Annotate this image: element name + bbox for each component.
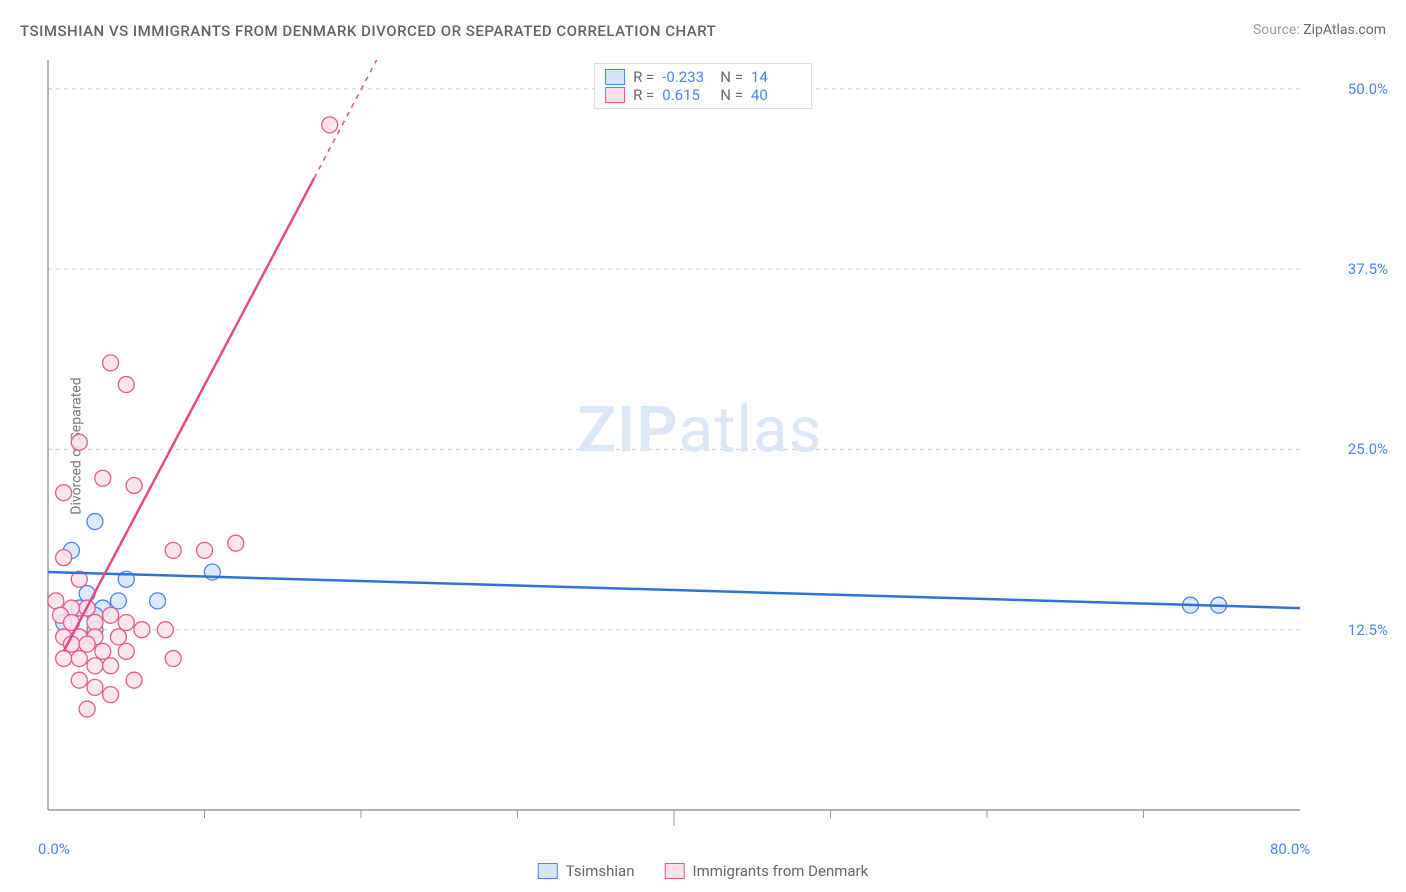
r-value-1: 0.615 <box>662 86 712 104</box>
r-value-0: -0.233 <box>662 68 712 86</box>
correlation-legend: R = -0.233 N = 14 R = 0.615 N = 40 <box>594 63 812 109</box>
legend-row-0: R = -0.233 N = 14 <box>605 68 801 86</box>
swatch-series-1 <box>605 87 625 103</box>
legend-item-0: Tsimshian <box>538 862 635 880</box>
chart-container: TSIMSHIAN VS IMMIGRANTS FROM DENMARK DIV… <box>0 0 1406 892</box>
legend-label-0: Tsimshian <box>566 862 635 880</box>
r-label-1: R = <box>633 86 654 104</box>
n-value-0: 14 <box>751 68 801 86</box>
n-value-1: 40 <box>751 86 801 104</box>
legend-swatch-1 <box>665 863 685 879</box>
legend-row-1: R = 0.615 N = 40 <box>605 86 801 104</box>
r-label-0: R = <box>633 68 654 86</box>
n-label-1: N = <box>720 86 743 104</box>
x-tick-label: 0.0% <box>38 840 70 858</box>
legend-swatch-0 <box>538 863 558 879</box>
legend-label-1: Immigrants from Denmark <box>693 862 869 880</box>
scatter-plot <box>0 0 1406 892</box>
series-legend: Tsimshian Immigrants from Denmark <box>538 862 868 880</box>
x-tick-label: 80.0% <box>1270 840 1310 858</box>
y-tick-label: 50.0% <box>1348 80 1388 98</box>
legend-item-1: Immigrants from Denmark <box>665 862 869 880</box>
swatch-series-0 <box>605 69 625 85</box>
y-tick-label: 25.0% <box>1348 440 1388 458</box>
n-label-0: N = <box>720 68 743 86</box>
y-tick-label: 37.5% <box>1348 260 1388 278</box>
y-tick-label: 12.5% <box>1348 621 1388 639</box>
